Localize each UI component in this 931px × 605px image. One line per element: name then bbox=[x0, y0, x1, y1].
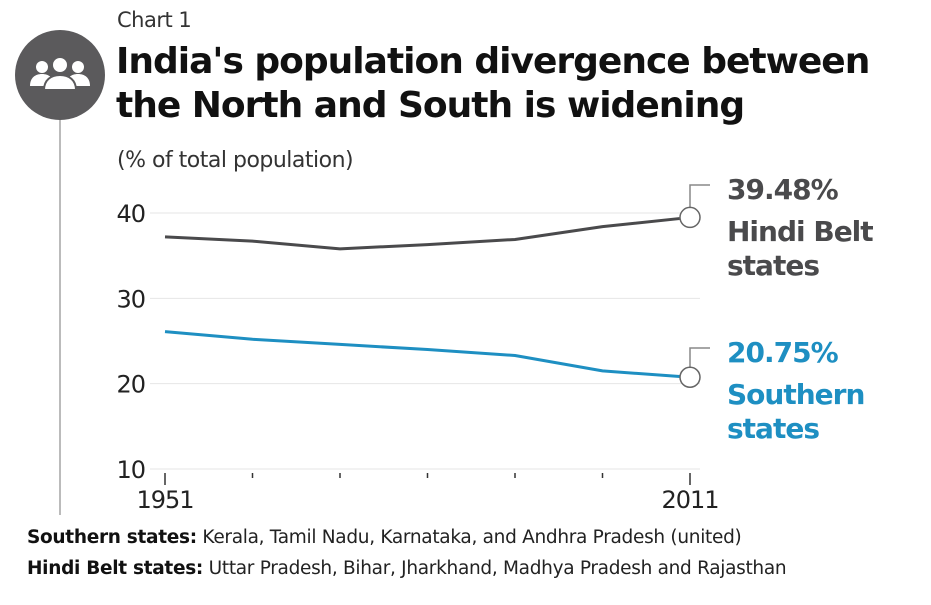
end-point-marker bbox=[679, 366, 701, 389]
series-line-southern bbox=[164, 330, 691, 379]
footnote-label: Southern states: bbox=[27, 527, 197, 548]
series-value-label: 20.75% bbox=[727, 336, 839, 369]
footnote-southern: Southern states: Kerala, Tamil Nadu, Kar… bbox=[27, 527, 742, 548]
footnote-text: Uttar Pradesh, Bihar, Jharkhand, Madhya … bbox=[203, 558, 787, 579]
y-tick-label: 10 bbox=[116, 456, 145, 484]
end-point-marker bbox=[679, 206, 701, 229]
series-line-hindi-belt bbox=[164, 215, 691, 251]
footnote-hindi-belt: Hindi Belt states: Uttar Pradesh, Bihar,… bbox=[27, 558, 787, 579]
label-leader bbox=[689, 347, 710, 368]
decorative-line bbox=[59, 120, 61, 515]
chart-kicker: Chart 1 bbox=[117, 8, 192, 32]
series-value-label: 39.48% bbox=[727, 173, 839, 206]
y-tick-label: 20 bbox=[116, 371, 145, 399]
series-name-label: Southern bbox=[727, 378, 864, 411]
title-line-2: the North and South is widening bbox=[116, 85, 745, 126]
footnote-label: Hindi Belt states: bbox=[27, 558, 204, 579]
title-line-1: India's population divergence between bbox=[116, 41, 870, 82]
series-name-label: Hindi Belt bbox=[727, 215, 873, 248]
series-name-label: states bbox=[727, 412, 819, 445]
footnote-text: Kerala, Tamil Nadu, Karnataka, and Andhr… bbox=[196, 527, 742, 548]
x-tick-label: 2011 bbox=[661, 486, 718, 514]
y-tick-label: 30 bbox=[116, 285, 145, 313]
people-group-icon bbox=[15, 30, 105, 120]
x-tick-label: 1951 bbox=[136, 486, 193, 514]
chart-title: India's population divergence between th… bbox=[116, 40, 870, 128]
label-leader bbox=[689, 184, 710, 208]
y-tick-label: 40 bbox=[116, 200, 145, 228]
series-name-label: states bbox=[727, 249, 819, 282]
chart-subtitle: (% of total population) bbox=[117, 148, 354, 173]
